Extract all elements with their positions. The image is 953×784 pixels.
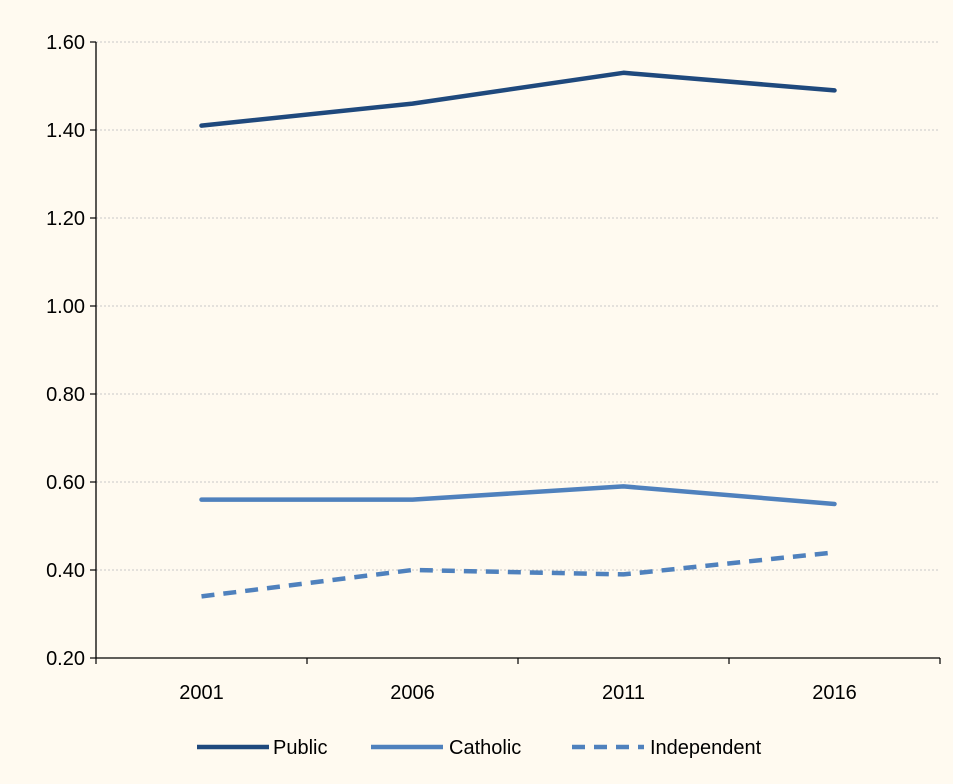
series-line-catholic [202,486,835,504]
x-tick-label: 2006 [390,682,435,704]
series-lines [201,73,834,597]
x-tick-label: 2011 [602,682,645,704]
x-tick-label: 2016 [812,682,857,704]
y-tick-label: 1.00 [46,296,85,318]
x-tick-label: 2001 [179,682,224,704]
legend-label-public: Public [273,737,327,759]
y-tick-label: 0.20 [46,648,85,670]
legend-label-independent: Independent [650,737,762,759]
y-tick-label: 0.80 [46,384,85,406]
y-tick-label: 1.20 [46,208,85,230]
series-line-independent [202,552,835,596]
legend-label-catholic: Catholic [449,737,521,759]
y-tick-label: 1.40 [46,120,85,142]
y-tick-label: 0.40 [46,560,85,582]
y-tick-label: 1.60 [46,32,85,54]
legend: Public Catholic Independent [197,737,762,759]
series-line-public [202,73,835,126]
axes: 0.20 0.40 0.60 0.80 1.00 1.20 1.40 1.60 2001 2006… [46,32,940,704]
y-tick-label: 0.60 [46,472,85,494]
